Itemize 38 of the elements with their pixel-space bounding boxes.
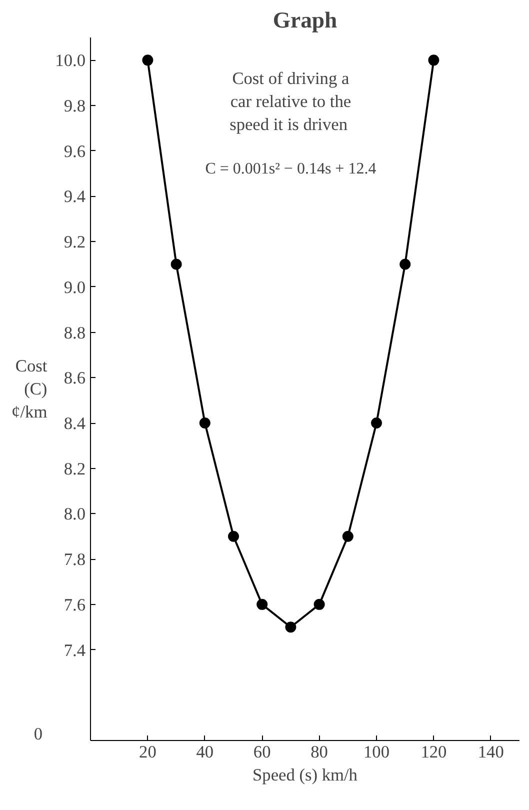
y-tick-label: 8.4 xyxy=(64,414,86,434)
point xyxy=(228,530,239,542)
x-axis-title: Speed (s) km/h xyxy=(252,766,358,784)
text: 0 xyxy=(34,724,43,744)
y-tick-label: 9.2 xyxy=(64,232,86,252)
x-tick-label: 120 xyxy=(420,742,447,762)
y-tick-label: 8.6 xyxy=(64,368,86,388)
y-tick-label: 8.0 xyxy=(64,504,86,524)
x-tick-label: 100 xyxy=(364,742,390,762)
y-tick-label: 8.2 xyxy=(64,459,86,478)
x-tick-label: 80 xyxy=(310,742,328,762)
x-tick-label: 20 xyxy=(139,742,156,762)
point xyxy=(285,622,296,633)
y-tick-label: 9.8 xyxy=(64,96,86,116)
point xyxy=(342,530,354,542)
point xyxy=(256,598,268,610)
y-tick-label: 9.4 xyxy=(64,187,86,206)
y-tick-label: 7.6 xyxy=(64,595,86,614)
point xyxy=(314,598,325,610)
y-tick-label: 10.0 xyxy=(55,51,86,70)
point xyxy=(199,418,210,429)
annotation: Cost of driving a car relative to the speed it is driven xyxy=(230,69,352,134)
y-tick-label: 9.0 xyxy=(64,278,86,297)
point xyxy=(428,54,440,66)
chart-title: Graph xyxy=(272,8,338,32)
x-tick-label: 60 xyxy=(253,742,271,762)
y-tick-label: 8.8 xyxy=(64,323,86,342)
x-tick-label: 40 xyxy=(196,742,214,762)
y-tick-label: 7.4 xyxy=(64,640,86,660)
point xyxy=(400,258,411,270)
point xyxy=(371,418,382,429)
y-tick-label: 9.6 xyxy=(64,142,86,161)
point xyxy=(142,54,154,66)
y-axis-title: Cost (C) ¢/km xyxy=(12,356,48,422)
annotation: C = 0.001s² − 0.14s + 12.4 xyxy=(205,160,376,178)
x-tick-label: 140 xyxy=(478,742,504,762)
point xyxy=(170,258,182,270)
y-tick-label: 7.8 xyxy=(64,550,86,570)
